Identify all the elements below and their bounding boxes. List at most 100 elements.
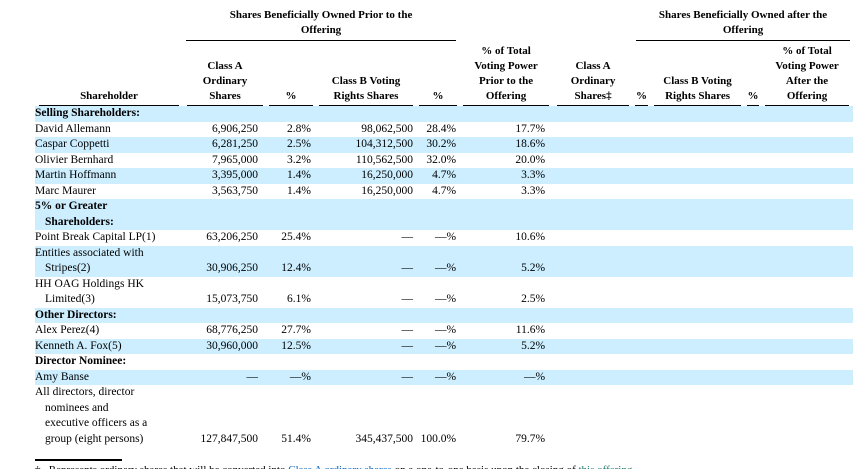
cell-pct-class-b-after	[745, 230, 761, 246]
col-header-pct-class-b-prior: %	[417, 41, 459, 106]
shareholder-name: Entities associated with Stripes(2)	[35, 246, 144, 275]
footnote-fragment: ‡ Represents ordinary shares that will b…	[35, 464, 853, 469]
group-header-prior-cell: Shares Beneficially Owned Prior to the O…	[183, 8, 459, 41]
cell-pct-class-a-prior: 6.1%	[287, 293, 311, 305]
cell-class-b-prior: —	[401, 339, 414, 352]
cell-class-b-after	[650, 339, 745, 355]
cell-pct-voting-prior: 17.7%	[515, 122, 546, 135]
cell-pct-voting-after	[761, 370, 853, 386]
cell-pct-voting-prior: 3.3%	[521, 184, 546, 197]
cell-class-a-prior: 63,206,250	[206, 231, 258, 243]
cell-class-b-after	[650, 137, 745, 153]
cell-class-b-after	[650, 370, 745, 386]
cell-pct-class-b-after	[745, 184, 761, 200]
cell-pct-voting-after	[761, 122, 853, 138]
shareholder-cell: All directors, director nominees and exe…	[35, 385, 183, 447]
cell-class-b-prior: 16,250,000	[361, 169, 413, 181]
section-row: Other Directors:	[35, 307, 854, 323]
cell-class-a-after	[553, 339, 633, 355]
shareholder-name: Olivier Bernhard	[35, 153, 114, 166]
table-row: Point Break Capital LP(1) 63,206,250 25.4%…	[35, 230, 853, 246]
col-header-pct-class-a-after: %	[633, 41, 650, 106]
cell-pct-class-a-prior: 1.4%	[287, 169, 311, 181]
cell-class-a-prior: 6,281,250	[212, 138, 258, 150]
cell-pct-class-a-after	[633, 385, 650, 447]
cell-pct-class-a-after	[633, 153, 650, 169]
cell-class-b-after	[650, 323, 745, 339]
group-header-prior: Shares Beneficially Owned Prior to the O…	[186, 8, 457, 41]
cell-pct-class-a-after	[633, 168, 650, 184]
cell-pct-voting-after	[761, 277, 853, 308]
cell-pct-class-b-after	[745, 168, 761, 184]
cell-pct-voting-after	[761, 168, 853, 184]
cell-class-b-prior: 98,062,500	[361, 122, 413, 135]
section-row: Selling Shareholders:	[35, 106, 854, 122]
shareholder-cell: Marc Maurer	[35, 184, 183, 200]
table-row: Amy Banse — —% — —% —%	[35, 369, 854, 386]
cell-class-a-after	[553, 168, 633, 184]
cell-pct-class-b-prior: 30.2%	[426, 138, 457, 150]
shareholder-cell: Selling Shareholders:	[35, 106, 853, 122]
cell-pct-voting-prior: 5.2%	[521, 339, 546, 352]
table-row: HH OAG Holdings HK Limited(3) 15,073,750 6…	[35, 277, 853, 308]
cell-pct-voting-after	[761, 184, 853, 200]
table-row: All directors, director nominees and exe…	[35, 385, 853, 447]
section-row: 5% or Greater Shareholders:	[35, 199, 854, 230]
cell-pct-class-a-after	[633, 277, 650, 308]
shareholder-cell: 5% or Greater Shareholders:	[35, 199, 853, 230]
beneficial-ownership-table: Shares Beneficially Owned Prior to the O…	[35, 8, 854, 447]
cell-pct-class-a-after	[633, 184, 650, 200]
cell-pct-class-b-prior: 4.7%	[432, 184, 457, 197]
cell-pct-voting-prior: 18.6%	[515, 138, 546, 150]
cell-pct-voting-prior: 5.2%	[521, 262, 546, 274]
cell-pct-class-a-after	[633, 246, 650, 277]
section-label: Selling Shareholders:	[35, 107, 140, 119]
cell-pct-class-a-prior: 1.4%	[287, 184, 311, 197]
cell-pct-class-a-after	[633, 339, 650, 355]
col-header-shareholder: Shareholder	[35, 41, 183, 106]
cell-class-b-prior: 345,437,500	[355, 432, 414, 445]
cell-pct-class-b-prior: —%	[434, 370, 457, 383]
cell-class-a-after	[553, 230, 633, 246]
shareholder-cell: David Allemann	[35, 122, 183, 138]
shareholder-cell: Olivier Bernhard	[35, 153, 183, 169]
cell-class-b-after	[650, 230, 745, 246]
shareholder-name: Amy Banse	[35, 370, 89, 383]
cell-pct-voting-after	[761, 323, 853, 339]
cell-pct-class-a-prior: 27.7%	[281, 324, 311, 336]
cell-class-a-after	[553, 323, 633, 339]
shareholder-name: Martin Hoffmann	[35, 169, 117, 181]
cell-pct-class-b-after	[745, 323, 761, 339]
cell-class-a-prior: 6,906,250	[212, 122, 258, 135]
shareholder-name: Alex Perez(4)	[35, 324, 100, 336]
cell-pct-class-b-prior: —%	[434, 293, 457, 305]
cell-class-b-after	[650, 168, 745, 184]
cell-class-b-prior: —	[401, 231, 414, 243]
cell-class-b-after	[650, 153, 745, 169]
cell-pct-class-a-prior: 2.8%	[287, 122, 311, 135]
col-header-class-a-prior: Class A Ordinary Shares	[183, 41, 267, 106]
shareholder-cell: Kenneth A. Fox(5)	[35, 339, 183, 355]
cell-pct-class-b-after	[745, 385, 761, 447]
col-header-class-b-after: Class B Voting Rights Shares	[650, 41, 745, 106]
cell-class-a-after	[553, 370, 633, 386]
cell-pct-voting-prior: 11.6%	[515, 324, 546, 336]
group-header-spacer	[553, 8, 633, 41]
col-header-pct-class-a-prior: %	[267, 41, 315, 106]
group-header-after: Shares Beneficially Owned after the Offe…	[636, 8, 851, 41]
cell-pct-voting-prior: —%	[523, 370, 546, 383]
section-label: 5% or Greater Shareholders:	[35, 200, 114, 228]
cell-pct-class-b-prior: 32.0%	[426, 153, 457, 166]
cell-class-b-after	[650, 385, 745, 447]
cell-class-a-prior: 3,563,750	[212, 184, 258, 197]
section-label: Other Directors:	[35, 308, 117, 321]
cell-pct-class-b-prior: —%	[434, 231, 457, 243]
cell-pct-class-a-prior: 12.5%	[281, 339, 311, 352]
footnote-link: Class A ordinary shares	[288, 464, 392, 469]
shareholder-cell: Amy Banse	[35, 370, 183, 386]
cell-pct-voting-prior: 2.5%	[521, 293, 546, 305]
group-header-spacer	[459, 8, 553, 41]
footnote-marker: ‡	[35, 464, 41, 469]
cell-class-b-after	[650, 184, 745, 200]
